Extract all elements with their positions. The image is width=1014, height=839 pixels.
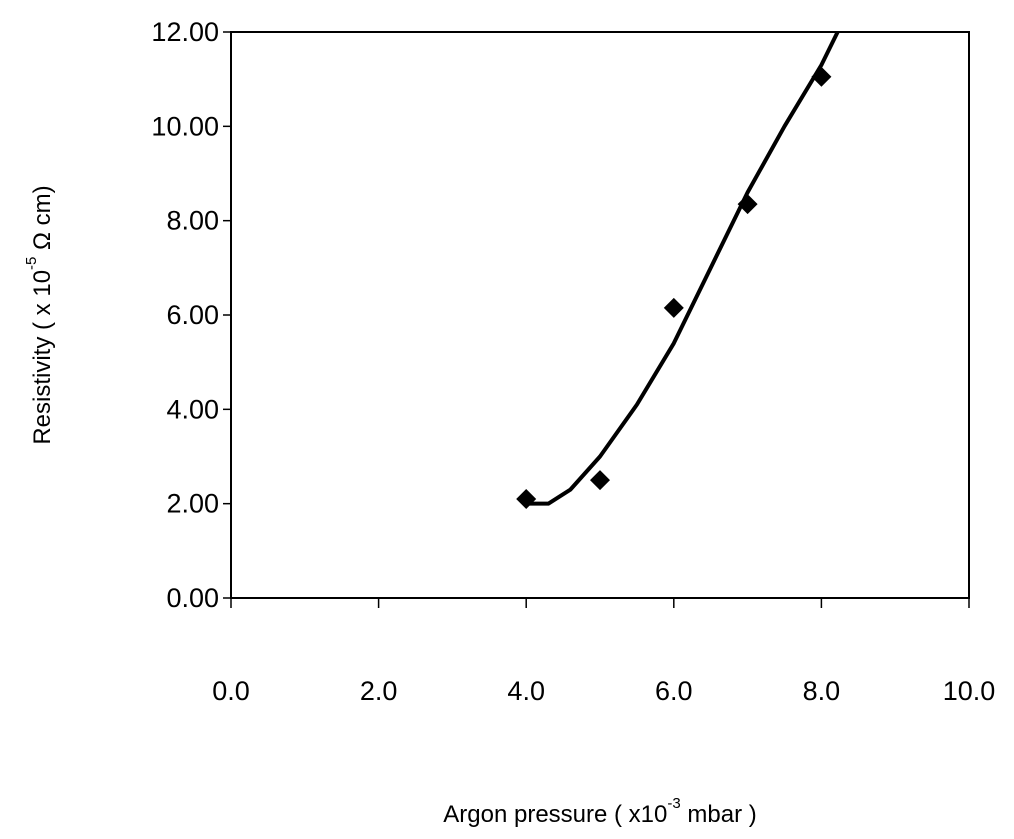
x-tick-label: 8.0 — [803, 676, 841, 706]
page: {"chart_data": {"type": "scatter", "xlab… — [0, 0, 1014, 839]
x-tick-label: 2.0 — [360, 676, 398, 706]
y-tick-label: 8.00 — [166, 206, 219, 236]
plot-frame — [231, 32, 969, 598]
x-tick-label: 6.0 — [655, 676, 693, 706]
y-tick-label: 4.00 — [166, 394, 219, 424]
x-tick-label: 10.0 — [943, 676, 996, 706]
y-axis-label-after: Ω cm) — [29, 185, 56, 256]
marker — [664, 298, 684, 318]
marker — [590, 470, 610, 490]
x-axis-label: Argon pressure ( x10-3 mbar ) — [443, 795, 756, 828]
y-tick-label: 10.00 — [151, 111, 219, 141]
y-axis-label-sup: -5 — [23, 257, 40, 270]
y-axis-label-text: Resistivity ( x 10 — [29, 270, 56, 445]
x-axis-label-sup: -3 — [667, 795, 680, 812]
fit-line — [526, 32, 837, 504]
y-axis-label: Resistivity ( x 10-5 Ω cm) — [23, 185, 56, 444]
y-tick-label: 2.00 — [166, 489, 219, 519]
y-tick-label: 6.00 — [166, 300, 219, 330]
y-tick-label: 12.00 — [151, 17, 219, 47]
marker — [516, 489, 536, 509]
x-axis-label-after: mbar ) — [681, 801, 757, 828]
y-tick-label: 0.00 — [166, 583, 219, 613]
chart: 0.00 2.00 4.00 6.00 8.00 10.00 12.00 0.0 2.0 4.0 6… — [0, 0, 1014, 839]
x-axis-label-text: Argon pressure ( x10 — [443, 801, 667, 828]
x-tick-label: 0.0 — [212, 676, 250, 706]
x-tick-label: 4.0 — [507, 676, 545, 706]
